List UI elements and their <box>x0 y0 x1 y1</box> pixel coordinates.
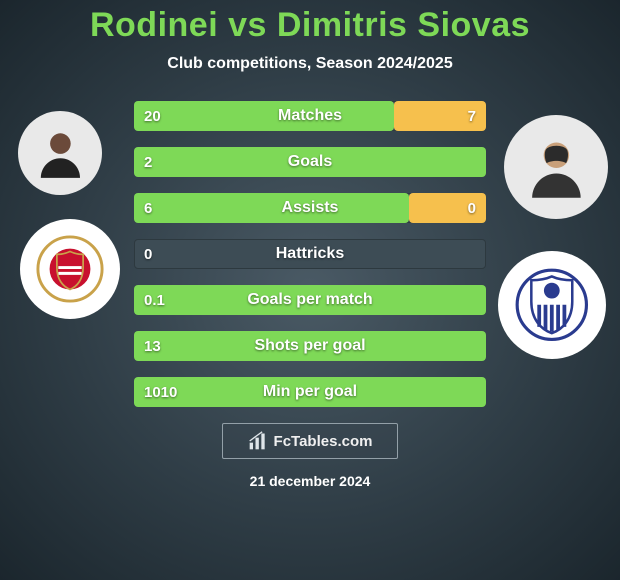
stat-row: 2Goals <box>134 147 486 177</box>
subtitle: Club competitions, Season 2024/2025 <box>0 55 620 73</box>
stat-row: 1010Min per goal <box>134 377 486 407</box>
club-right-crest <box>498 251 606 359</box>
stat-label: Assists <box>134 193 486 223</box>
person-icon <box>31 124 90 183</box>
stat-label: Goals <box>134 147 486 177</box>
stat-rows: 207Matches 2Goals 60Assists 0Hattricks 0.1Go… <box>134 101 486 407</box>
stat-label: Matches <box>134 101 486 131</box>
stat-label: Min per goal <box>134 377 486 407</box>
stat-label: Hattricks <box>134 239 486 269</box>
stat-row: 207Matches <box>134 101 486 131</box>
stat-label: Goals per match <box>134 285 486 315</box>
shield-icon <box>514 267 590 343</box>
player-left-avatar <box>18 111 102 195</box>
fctables-logo: FcTables.com <box>222 423 398 459</box>
comparison-stage: 207Matches 2Goals 60Assists 0Hattricks 0.1Go… <box>0 101 620 489</box>
stat-row: 13Shots per goal <box>134 331 486 361</box>
club-left-crest <box>20 219 120 319</box>
stat-row: 0.1Goals per match <box>134 285 486 315</box>
date-label: 21 december 2024 <box>0 473 620 489</box>
person-icon <box>520 131 593 204</box>
player-right-avatar <box>504 115 608 219</box>
page-title: Rodinei vs Dimitris Siovas <box>0 0 620 45</box>
chart-icon <box>248 431 268 451</box>
logo-text: FcTables.com <box>274 433 373 450</box>
stat-row: 0Hattricks <box>134 239 486 269</box>
shield-icon <box>35 234 105 304</box>
stat-row: 60Assists <box>134 193 486 223</box>
stat-label: Shots per goal <box>134 331 486 361</box>
